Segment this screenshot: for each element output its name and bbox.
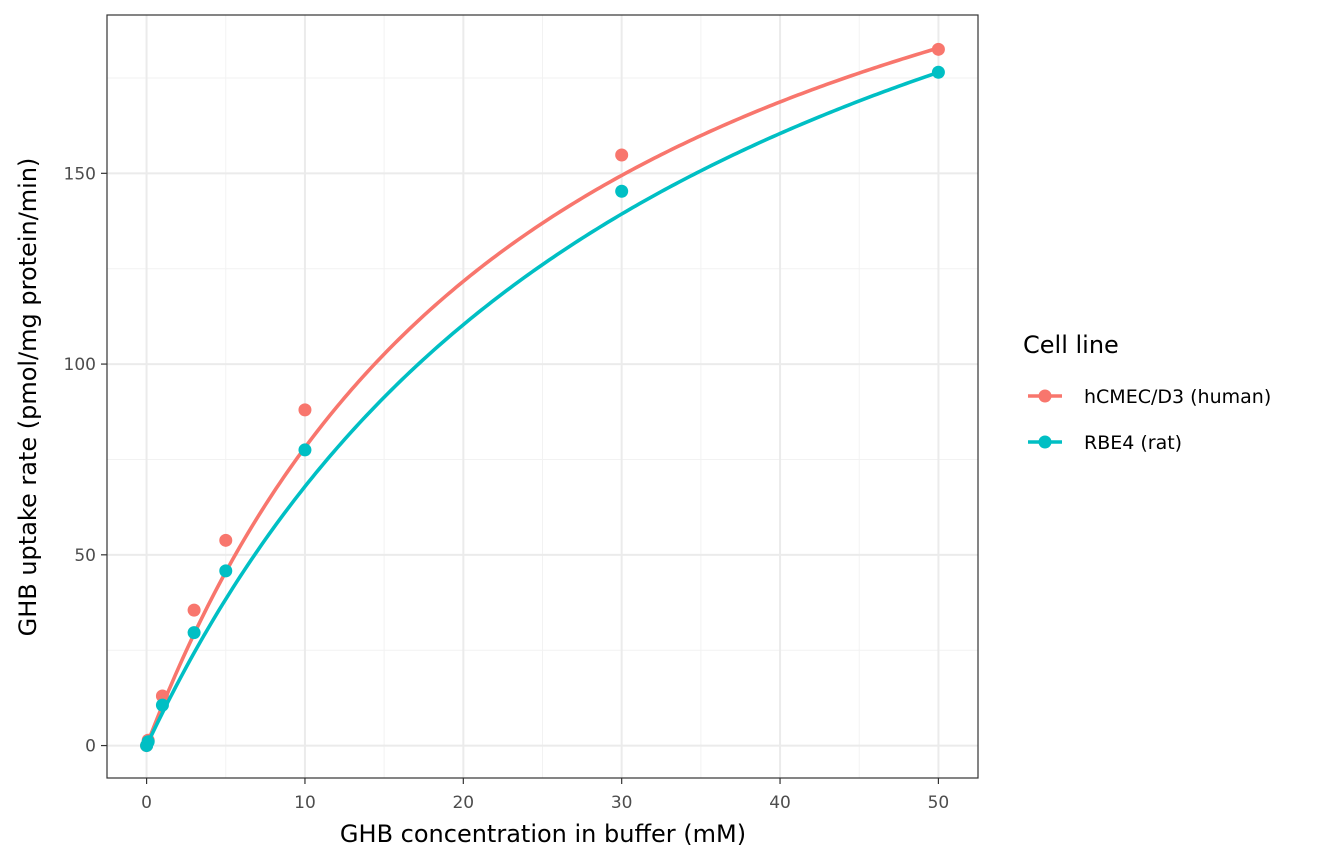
y-tick-label: 150 [64, 164, 96, 184]
series-1 [140, 65, 945, 753]
x-tick-label: 10 [294, 793, 316, 813]
legend-key-point [1038, 435, 1052, 449]
legend-label: hCMEC/D3 (human) [1084, 386, 1271, 408]
data-point [298, 443, 312, 457]
legend-items: hCMEC/D3 (human) RBE4 (rat) [1028, 386, 1271, 454]
x-tick-label: 40 [769, 793, 791, 813]
legend-key-point [1038, 389, 1052, 403]
data-point [141, 735, 155, 749]
data-point [187, 603, 201, 617]
data-point [187, 626, 201, 640]
data-point [615, 148, 629, 162]
y-axis-tick-labels: 0 50 100 150 [64, 164, 96, 756]
legend-title: Cell line [1023, 331, 1119, 359]
x-tick-label: 20 [452, 793, 474, 813]
x-axis-tick-labels: 0 10 20 30 40 50 [141, 793, 949, 813]
series-layer [140, 42, 945, 753]
data-point [931, 42, 945, 56]
legend: Cell line hCMEC/D3 (human) RBE4 (rat) [1023, 331, 1271, 454]
data-point [931, 65, 945, 79]
data-point [219, 533, 233, 547]
x-tick-label: 30 [611, 793, 633, 813]
data-point [298, 403, 312, 417]
y-tick-label: 100 [64, 355, 96, 375]
x-tick-label: 50 [928, 793, 950, 813]
series-line [144, 70, 941, 748]
series-line [144, 46, 941, 748]
y-tick-label: 0 [85, 737, 96, 757]
data-point [155, 689, 169, 703]
y-axis-title: GHB uptake rate (pmol/mg protein/min) [14, 158, 42, 637]
major-gridlines [107, 15, 978, 778]
data-point [219, 564, 233, 578]
data-point [155, 698, 169, 712]
legend-label: RBE4 (rat) [1084, 432, 1182, 454]
y-tick-label: 50 [74, 546, 96, 566]
x-axis-title: GHB concentration in buffer (mM) [340, 820, 746, 848]
axis-ticks [101, 172, 940, 784]
plot-panel-border [106, 14, 979, 779]
x-tick-label: 0 [141, 793, 152, 813]
legend-key [1028, 389, 1062, 403]
legend-key [1028, 435, 1062, 449]
data-point [615, 184, 629, 198]
